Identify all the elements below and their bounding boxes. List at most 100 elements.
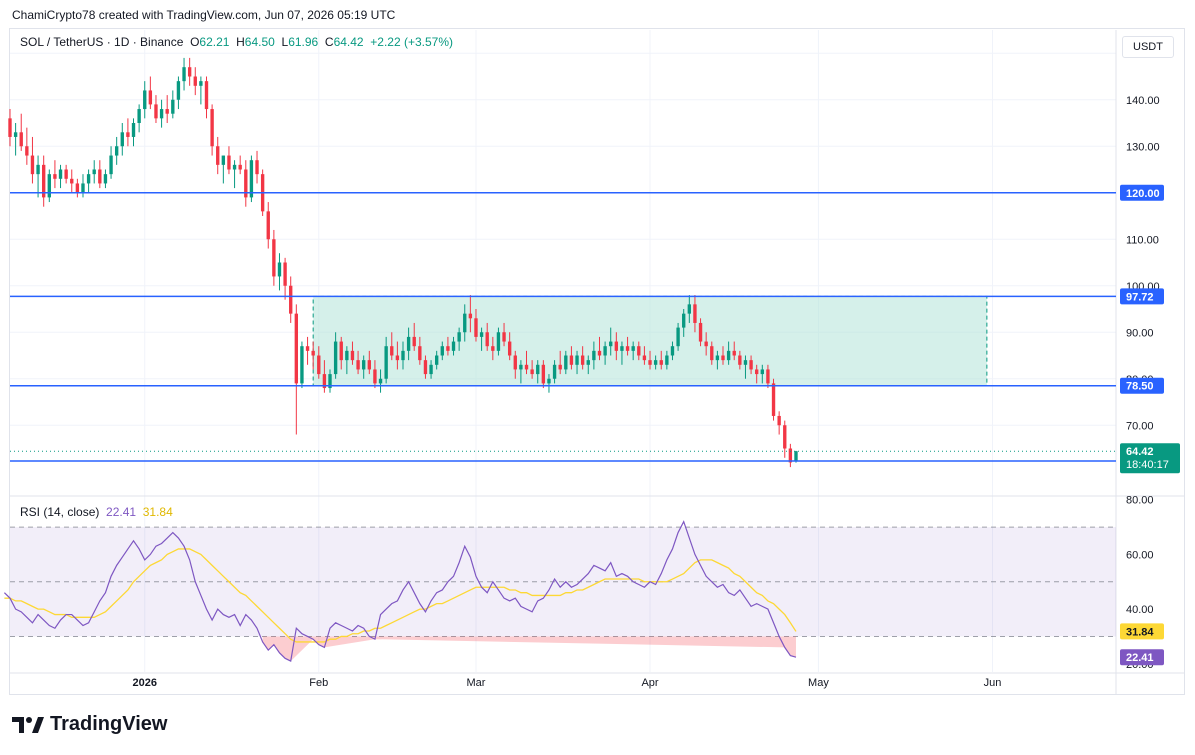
candle-body (345, 350, 349, 361)
candle-body (126, 132, 130, 137)
tradingview-logo-icon (12, 715, 44, 735)
low-value: 61.96 (288, 35, 319, 49)
rsi-line (3, 520, 797, 662)
candle-body (564, 355, 568, 370)
candle-body (614, 341, 619, 351)
candle-body (311, 350, 315, 356)
rsi-tick-label: 40.00 (1126, 604, 1154, 616)
candle-body (749, 360, 753, 370)
symbol-label[interactable]: SOL / TetherUS · 1D · Binance (20, 35, 184, 49)
candle-body (547, 378, 551, 384)
candle-body (575, 355, 579, 365)
candle-body (98, 169, 102, 184)
candle-body (131, 123, 136, 137)
candle-body (120, 132, 124, 147)
candle-body (227, 155, 231, 170)
candle-body (350, 350, 355, 361)
price-legend: SOL / TetherUS · 1D · Binance O62.21 H64… (20, 35, 453, 49)
candle-body (597, 350, 602, 356)
candle-body (210, 109, 214, 147)
candle-body (322, 374, 327, 389)
candle-body (586, 360, 590, 365)
candle-body (642, 355, 647, 361)
candle-body (283, 262, 287, 286)
candle-body (446, 346, 450, 351)
candle-body (721, 355, 725, 361)
candle-body (794, 451, 798, 462)
close-value: 64.42 (333, 35, 364, 49)
candle-body (187, 67, 192, 77)
candle-body (653, 360, 658, 365)
candle-body (159, 109, 164, 119)
candle-body (103, 174, 108, 184)
candle-body (328, 374, 332, 389)
candle-body (221, 155, 226, 165)
candle-body (524, 364, 529, 370)
candle-body (738, 355, 742, 365)
candle-body (451, 341, 456, 351)
candle-body (199, 81, 203, 86)
candle-body (8, 118, 12, 137)
candle-body (289, 285, 293, 314)
candle-body (114, 146, 119, 156)
candle-body (390, 346, 394, 356)
candle-body (171, 99, 175, 114)
candle-body (406, 336, 411, 351)
candle-body (530, 369, 534, 375)
candle-body (294, 313, 299, 384)
candle-body (401, 350, 405, 361)
candle-body (766, 369, 770, 384)
candle-body (698, 322, 703, 342)
candle-body (479, 332, 484, 337)
time-tick-label: Jun (984, 677, 1002, 689)
rsi-label-box (1120, 649, 1164, 666)
candle-body (620, 346, 624, 351)
candle-body (300, 346, 304, 384)
candle-body (13, 132, 18, 137)
rsi-ma-label: 31.84 (1126, 626, 1154, 638)
rsi-tick-label: 80.00 (1126, 495, 1154, 507)
candle-body (109, 155, 113, 175)
candle-body (541, 364, 546, 384)
level-label: 78.50 (1126, 381, 1154, 393)
candle-body (317, 355, 321, 375)
candle-body (463, 313, 467, 333)
candle-body (356, 360, 360, 370)
candle-body (81, 183, 85, 193)
high-label: H (236, 35, 245, 49)
time-tick-label: May (808, 677, 829, 689)
last-price-box (1120, 443, 1180, 474)
time-tick-label: Mar (467, 677, 486, 689)
candle-body (232, 164, 237, 170)
currency-button[interactable]: USDT (1122, 36, 1174, 58)
rsi-value: 22.41 (106, 505, 137, 519)
candle-body (58, 169, 63, 179)
candle-body (687, 304, 692, 314)
candle-body (272, 239, 276, 277)
candle-body (373, 369, 377, 384)
candle-body (783, 425, 787, 449)
candle-body (193, 76, 197, 86)
candle-body (676, 327, 680, 347)
candle-body (726, 350, 731, 361)
candle-body (693, 304, 697, 323)
rsi-title[interactable]: RSI (14, close) (20, 505, 100, 519)
candle-body (760, 369, 764, 375)
candle-body (53, 174, 57, 179)
candle-body (47, 174, 51, 198)
candle-body (474, 318, 478, 337)
candle-body (434, 355, 439, 365)
candle-body (277, 262, 282, 277)
candle-body (70, 178, 74, 184)
price-tick-label: 130.00 (1126, 141, 1160, 153)
candle-body (305, 346, 310, 351)
candle-body (384, 346, 388, 379)
candle-body (519, 364, 523, 370)
rsi-ma-label-box (1120, 623, 1164, 640)
candle-body (502, 332, 506, 342)
candle-body (266, 211, 270, 240)
candle-body (513, 355, 517, 370)
candle-body (255, 160, 259, 175)
candle-body (648, 360, 652, 365)
